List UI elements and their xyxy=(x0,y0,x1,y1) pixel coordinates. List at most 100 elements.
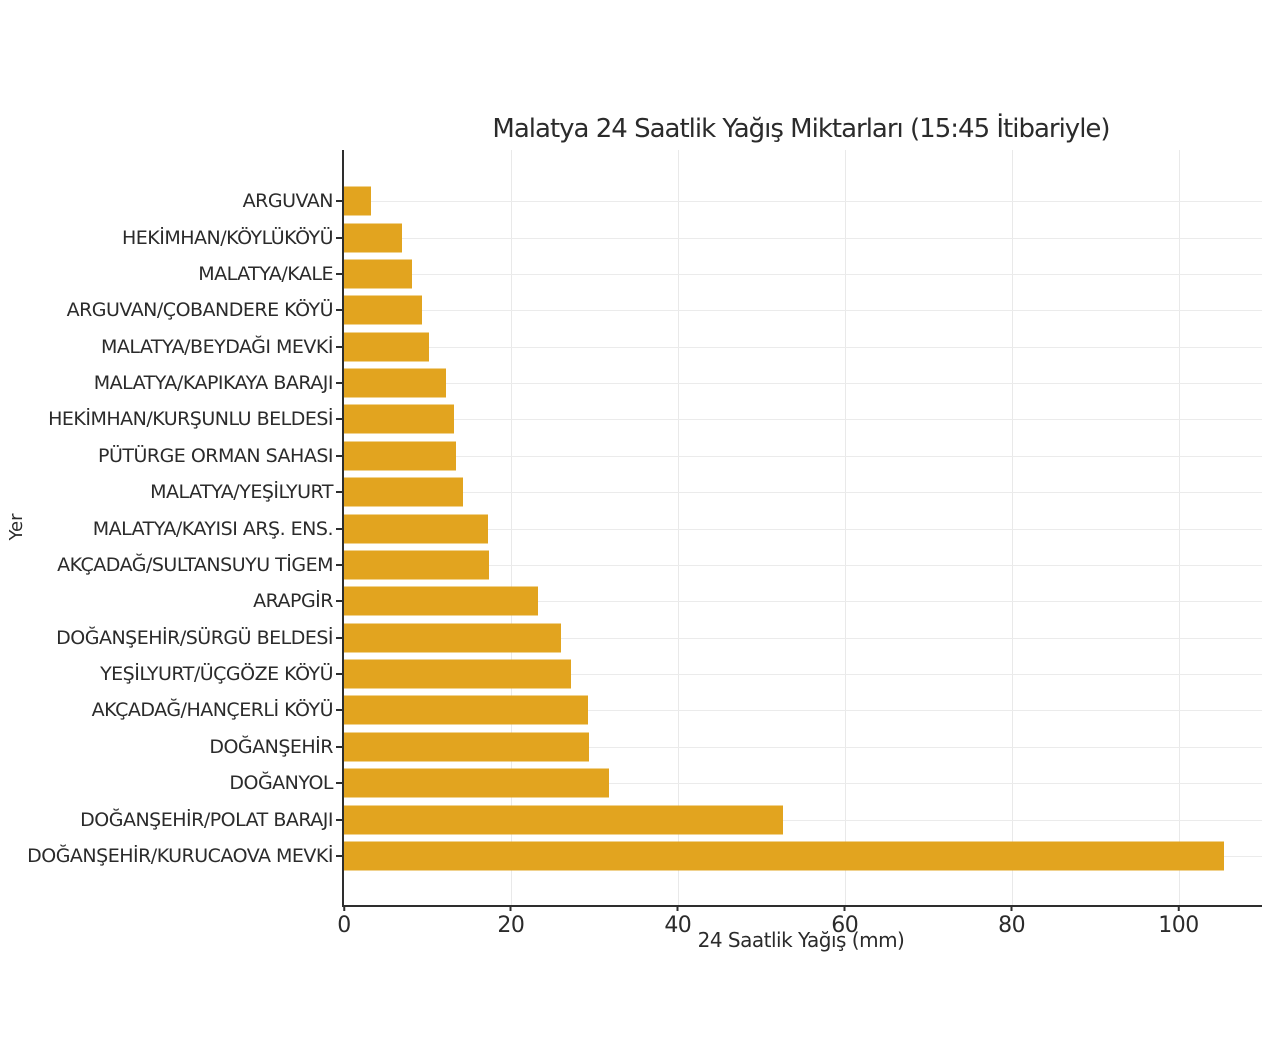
category-label: ARAPGİR xyxy=(253,590,333,613)
category-label: MALATYA/YEŞİLYURT xyxy=(150,481,333,504)
x-tick-mark xyxy=(509,905,512,911)
gridline-vertical xyxy=(844,150,846,905)
rainfall-bar xyxy=(344,368,446,398)
category-label: MALATYA/BEYDAĞI MEVKİ xyxy=(100,335,334,358)
gridline-horizontal xyxy=(344,455,1262,457)
bar-row: MALATYA/KAPIKAYA BARAJI xyxy=(94,365,1262,401)
category-label: DOĞANŞEHİR/POLAT BARAJI xyxy=(80,808,333,831)
gridline-horizontal xyxy=(344,201,1262,203)
category-label: YEŞİLYURT/ÜÇGÖZE KÖYÜ xyxy=(100,663,333,686)
y-tick-mark xyxy=(336,527,342,530)
category-label: ARGUVAN xyxy=(242,190,334,213)
x-tick: 0 xyxy=(337,905,351,938)
x-tick: 80 xyxy=(998,905,1026,938)
x-axis-title: 24 Saatlik Yağış (mm) xyxy=(697,928,905,952)
x-tick: 60 xyxy=(831,905,859,938)
gridline-horizontal xyxy=(344,674,1262,676)
bar-row: ARAPGİR xyxy=(253,583,1262,619)
bar-row: DOĞANYOL xyxy=(229,765,1262,801)
y-tick-mark xyxy=(336,309,342,312)
plot-area: ARGUVAN HEKİMHAN/KÖYLÜKÖYÜ MALATYA/KALE ARG… xyxy=(27,150,1262,938)
bar-row: AKÇADAĞ/HANÇERLİ KÖYÜ xyxy=(92,692,1262,728)
gridline-horizontal xyxy=(344,419,1262,421)
bar-row: HEKİMHAN/KURŞUNLU BELDESİ xyxy=(48,401,1262,437)
gridline-vertical xyxy=(1011,150,1013,905)
gridline-horizontal xyxy=(344,310,1262,312)
bar-row: DOĞANŞEHİR xyxy=(209,729,1262,765)
rainfall-bar xyxy=(344,805,783,835)
bar-row: HEKİMHAN/KÖYLÜKÖYÜ xyxy=(122,219,1262,255)
bar-row: MALATYA/BEYDAĞI MEVKİ xyxy=(101,329,1262,365)
x-tick-mark xyxy=(1177,905,1180,911)
bar-rows: ARGUVAN HEKİMHAN/KÖYLÜKÖYÜ MALATYA/KALE ARG… xyxy=(27,183,1262,874)
x-tick-mark xyxy=(1010,905,1013,911)
rainfall-bar xyxy=(344,186,371,216)
category-label: HEKİMHAN/KURŞUNLU BELDESİ xyxy=(48,408,333,431)
rainfall-bar xyxy=(344,623,561,653)
category-label: DOĞANŞEHİR/KURUCAOVA MEVKİ xyxy=(27,844,333,867)
x-tick-label: 20 xyxy=(497,913,525,938)
gridline-horizontal xyxy=(344,746,1262,748)
rainfall-bar xyxy=(344,477,463,507)
rainfall-bar xyxy=(344,332,430,362)
x-tick-label: 100 xyxy=(1158,913,1199,938)
y-tick-mark xyxy=(336,673,342,676)
y-tick-mark xyxy=(336,272,342,275)
category-label: MALATYA/KAPIKAYA BARAJI xyxy=(93,372,334,395)
gridline-horizontal xyxy=(344,783,1262,785)
category-label: MALATYA/KALE xyxy=(198,262,333,285)
rainfall-bar xyxy=(344,732,590,762)
gridline-vertical xyxy=(677,150,679,905)
category-label: DOĞANŞEHİR/SÜRGÜ BELDESİ xyxy=(56,626,333,649)
bar-row: DOĞANŞEHİR/SÜRGÜ BELDESİ xyxy=(56,620,1262,656)
y-tick-mark xyxy=(336,454,342,457)
y-axis-title: Yer xyxy=(5,513,27,541)
x-tick: 40 xyxy=(664,905,692,938)
gridline-horizontal xyxy=(344,819,1262,821)
category-label: MALATYA/KAYISI ARŞ. ENS. xyxy=(92,517,334,540)
y-tick-mark xyxy=(336,418,342,421)
y-tick-mark xyxy=(336,236,342,239)
bar-row: ARGUVAN xyxy=(243,183,1262,219)
x-tick-mark xyxy=(343,905,345,911)
x-tick: 20 xyxy=(497,905,525,938)
gridline-horizontal xyxy=(344,637,1262,639)
bar-row: DOĞANŞEHİR/POLAT BARAJI xyxy=(80,801,1262,837)
category-label: ARGUVAN/ÇOBANDERE KÖYÜ xyxy=(66,299,334,322)
rainfall-bar xyxy=(344,586,538,616)
category-label: HEKİMHAN/KÖYLÜKÖYÜ xyxy=(122,226,333,249)
bar-row: PÜTÜRGE ORMAN SAHASI xyxy=(98,438,1262,474)
y-tick-mark xyxy=(336,745,342,748)
x-tick-mark xyxy=(676,905,679,911)
chart-title: Malatya 24 Saatlik Yağış Miktarları (15:… xyxy=(492,114,1110,144)
rainfall-bar xyxy=(344,441,456,471)
gridline-vertical xyxy=(510,150,512,905)
x-tick: 100 xyxy=(1158,905,1199,938)
bar-row: YEŞİLYURT/ÜÇGÖZE KÖYÜ xyxy=(100,656,1262,692)
gridline-horizontal xyxy=(344,237,1262,239)
y-tick-mark xyxy=(336,382,342,385)
category-label: PÜTÜRGE ORMAN SAHASI xyxy=(97,444,334,467)
rainfall-bar xyxy=(344,514,488,544)
bar-row: AKÇADAĞ/SULTANSUYU TİGEM xyxy=(57,547,1262,583)
rainfall-bar xyxy=(344,295,423,325)
rainfall-bar xyxy=(344,404,455,434)
y-tick-mark xyxy=(336,600,342,603)
x-tick-mark xyxy=(843,905,846,911)
gridline-horizontal xyxy=(344,273,1262,275)
gridline-horizontal xyxy=(344,346,1262,348)
gridline-horizontal xyxy=(344,528,1262,530)
bar-row: DOĞANŞEHİR/KURUCAOVA MEVKİ xyxy=(27,838,1262,874)
y-tick-mark xyxy=(336,563,342,566)
category-label: AKÇADAĞ/SULTANSUYU TİGEM xyxy=(57,553,333,576)
x-tick-label: 40 xyxy=(664,913,692,938)
x-tick-label: 60 xyxy=(831,913,859,938)
y-tick-mark xyxy=(336,636,342,639)
y-tick-mark xyxy=(336,818,342,821)
y-tick-mark xyxy=(336,854,342,857)
category-label: DOĞANYOL xyxy=(229,772,333,795)
rainfall-bar xyxy=(344,259,413,289)
x-tick-label: 0 xyxy=(337,913,351,938)
y-tick-mark xyxy=(336,782,342,785)
y-tick-mark xyxy=(336,200,342,203)
